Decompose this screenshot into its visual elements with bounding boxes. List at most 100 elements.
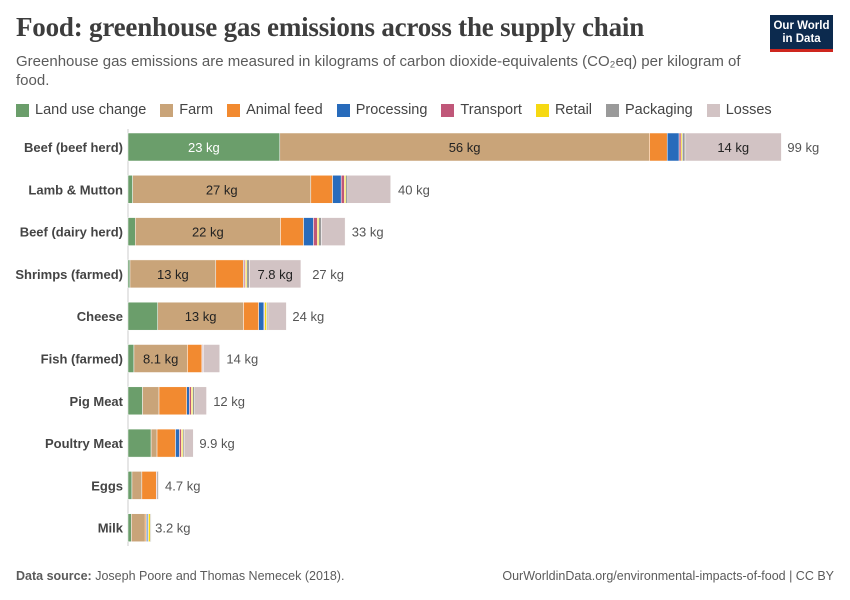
bar-segment[interactable] bbox=[133, 344, 188, 373]
bar-segment[interactable] bbox=[141, 471, 157, 500]
total-value-label: 3.2 kg bbox=[155, 521, 190, 536]
bar-segment[interactable] bbox=[340, 175, 345, 204]
category-label: Shrimps (farmed) bbox=[15, 267, 123, 282]
bar-segment[interactable] bbox=[280, 217, 304, 246]
total-value-label: 14 kg bbox=[226, 352, 258, 367]
legend-swatch bbox=[706, 103, 720, 117]
bar-segment[interactable] bbox=[243, 301, 259, 331]
bar-segment[interactable] bbox=[127, 471, 133, 500]
bar-segment[interactable] bbox=[194, 386, 207, 416]
logo-line-2: in Data bbox=[782, 33, 821, 45]
bar-segment[interactable] bbox=[313, 217, 318, 246]
legend-item[interactable]: Animal feed bbox=[227, 102, 323, 118]
total-value-label: 99 kg bbox=[787, 140, 819, 155]
bar-segment[interactable] bbox=[127, 386, 143, 416]
source-url[interactable]: OurWorldinData.org/environmental-impacts… bbox=[502, 569, 834, 583]
bar-segment[interactable] bbox=[666, 132, 680, 162]
total-value-label: 33 kg bbox=[352, 225, 384, 240]
legend: Land use change Farm Animal feed Processing… bbox=[16, 101, 786, 119]
bar-segment[interactable] bbox=[192, 386, 195, 416]
segment-value-label: 22 kg bbox=[192, 225, 224, 240]
legend-item[interactable]: Farm bbox=[160, 102, 213, 118]
legend-item[interactable]: Land use change bbox=[16, 102, 146, 118]
data-source-label: Data source: bbox=[16, 569, 92, 583]
bar-segment[interactable] bbox=[649, 132, 668, 162]
legend-swatch bbox=[160, 103, 174, 117]
legend-swatch bbox=[606, 103, 620, 117]
legend-item[interactable]: Retail bbox=[535, 102, 593, 118]
bar-segment[interactable] bbox=[150, 513, 152, 542]
total-value-label: 24 kg bbox=[292, 309, 324, 324]
bar-segment[interactable] bbox=[127, 175, 133, 204]
legend-label: Retail bbox=[554, 102, 593, 118]
bar-segment[interactable] bbox=[127, 513, 132, 542]
bar-segment[interactable] bbox=[345, 175, 349, 204]
bar-segment[interactable] bbox=[684, 132, 782, 162]
legend-label: Land use change bbox=[35, 102, 147, 118]
legend-label: Animal feed bbox=[246, 102, 323, 118]
bar-segment[interactable] bbox=[318, 217, 322, 246]
bar-segment[interactable] bbox=[179, 428, 182, 458]
bar-segment[interactable] bbox=[127, 428, 152, 458]
bar-segment[interactable] bbox=[183, 428, 194, 458]
bar-segment[interactable] bbox=[150, 428, 158, 458]
bar-segment[interactable] bbox=[215, 259, 244, 289]
bar-segment[interactable] bbox=[279, 132, 650, 162]
bar-segment[interactable] bbox=[148, 513, 151, 542]
category-label: Eggs bbox=[91, 478, 123, 493]
total-value-label: 12 kg bbox=[213, 394, 245, 409]
bar-segment[interactable] bbox=[332, 175, 342, 204]
owid-logo[interactable]: Our World in Data bbox=[770, 15, 833, 52]
bar-segment[interactable] bbox=[258, 301, 265, 331]
segment-value-label: 27 kg bbox=[206, 182, 238, 197]
bar-segment[interactable] bbox=[127, 301, 158, 331]
bar-segment[interactable] bbox=[249, 259, 302, 289]
legend-swatch bbox=[535, 103, 549, 117]
bar-segment[interactable] bbox=[135, 217, 281, 246]
legend-item[interactable]: Transport bbox=[441, 102, 522, 118]
bar-segment[interactable] bbox=[158, 386, 187, 416]
bar-segment[interactable] bbox=[127, 344, 135, 373]
segment-value-label: 13 kg bbox=[157, 267, 189, 282]
bar-segment[interactable] bbox=[131, 471, 143, 500]
total-value-label: 9.9 kg bbox=[199, 436, 234, 451]
bar-segment[interactable] bbox=[310, 175, 333, 204]
bar-segment[interactable] bbox=[189, 386, 192, 416]
bar-segment[interactable] bbox=[127, 217, 136, 246]
bar-segment[interactable] bbox=[175, 428, 180, 458]
legend-label: Processing bbox=[355, 102, 428, 118]
bar-segment[interactable] bbox=[156, 428, 176, 458]
category-label: Pig Meat bbox=[70, 394, 124, 409]
legend-item[interactable]: Losses bbox=[706, 102, 772, 118]
category-label: Lamb & Mutton bbox=[28, 182, 123, 197]
bar-segment[interactable] bbox=[303, 217, 314, 246]
category-label: Beef (beef herd) bbox=[24, 140, 123, 155]
total-value-label: 40 kg bbox=[398, 182, 430, 197]
bar-segment[interactable] bbox=[131, 513, 146, 542]
bar-segment[interactable] bbox=[678, 132, 682, 162]
bar-segment[interactable] bbox=[347, 175, 391, 204]
segment-value-label: 14 kg bbox=[717, 140, 749, 155]
legend-label: Packaging bbox=[625, 102, 693, 118]
bar-segment[interactable] bbox=[682, 132, 686, 162]
segment-value-label: 23 kg bbox=[188, 140, 220, 155]
bar-segment[interactable] bbox=[186, 386, 190, 416]
segment-value-label: 8.1 kg bbox=[143, 352, 178, 367]
bar-segment[interactable] bbox=[157, 301, 244, 331]
bar-segment[interactable] bbox=[129, 259, 217, 289]
legend-swatch bbox=[336, 103, 350, 117]
bar-segment[interactable] bbox=[321, 217, 346, 246]
bar-segment[interactable] bbox=[127, 132, 281, 162]
legend-item[interactable]: Packaging bbox=[606, 102, 693, 118]
bar-segment[interactable] bbox=[267, 301, 287, 331]
bar-segment[interactable] bbox=[264, 301, 267, 331]
bar-segment[interactable] bbox=[202, 344, 220, 373]
bar-segment[interactable] bbox=[187, 344, 203, 373]
bar-segment[interactable] bbox=[142, 386, 160, 416]
bar-segment[interactable] bbox=[127, 259, 131, 289]
bar-segment[interactable] bbox=[246, 259, 250, 289]
bar-segment[interactable] bbox=[158, 471, 160, 500]
bar-segment[interactable] bbox=[132, 175, 312, 204]
legend-item[interactable]: Processing bbox=[336, 102, 428, 118]
